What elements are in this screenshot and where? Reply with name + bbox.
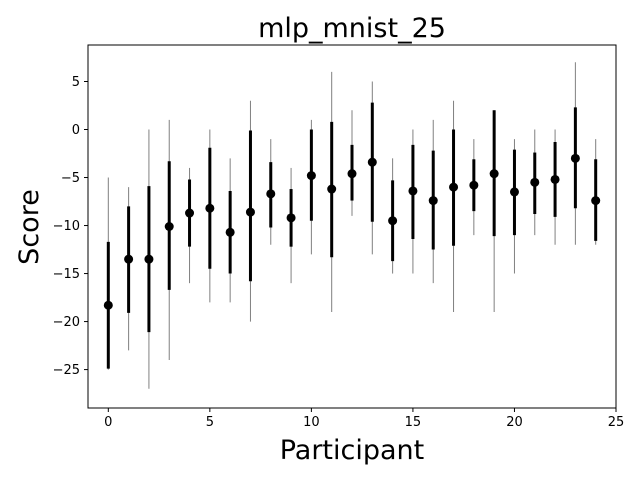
x-tick-label-1: 5 <box>206 415 214 430</box>
mean-point-22 <box>550 174 560 184</box>
x-tick-label-0: 0 <box>104 415 112 430</box>
y-axis-label: Score <box>14 189 45 265</box>
mean-point-24 <box>591 196 601 206</box>
y-tick-label-3: −10 <box>53 219 80 234</box>
mean-point-14 <box>388 216 398 226</box>
mean-point-6 <box>225 227 235 237</box>
y-tick-label-6: 5 <box>72 75 80 90</box>
axis-ticks: 0 5 10 15 20 25 −25 −20 −15 −10 −5 0 5 <box>53 75 625 430</box>
x-tick-label-5: 25 <box>608 415 625 430</box>
mean-point-8 <box>266 189 276 199</box>
axes-frame <box>87 44 617 409</box>
x-tick-label-2: 10 <box>303 415 320 430</box>
x-tick-label-4: 20 <box>506 415 523 430</box>
mean-point-18 <box>469 180 479 190</box>
mean-point-20 <box>509 187 519 197</box>
mean-point-4 <box>185 208 195 218</box>
mean-point-9 <box>286 213 296 223</box>
plot-area <box>103 62 601 389</box>
mean-point-23 <box>570 153 580 163</box>
mean-point-0 <box>103 300 113 310</box>
y-tick-label-1: −20 <box>53 315 80 330</box>
chart-title: mlp_mnist_25 <box>258 13 446 44</box>
mean-point-7 <box>245 207 255 217</box>
mean-point-5 <box>205 203 215 213</box>
y-tick-label-5: 0 <box>72 123 80 138</box>
mean-point-16 <box>428 196 438 206</box>
mean-point-19 <box>489 169 499 179</box>
mean-point-2 <box>144 254 154 264</box>
mean-point-10 <box>306 171 316 181</box>
mean-point-15 <box>408 186 418 196</box>
x-axis-label: Participant <box>280 435 425 466</box>
mean-point-3 <box>164 222 174 231</box>
x-tick-label-3: 15 <box>405 415 422 430</box>
mean-point-1 <box>124 254 134 264</box>
y-tick-label-4: −5 <box>61 171 80 186</box>
mean-point-13 <box>367 157 377 167</box>
mean-point-21 <box>530 177 540 187</box>
y-tick-label-2: −15 <box>53 267 80 282</box>
mean-point-17 <box>449 182 459 192</box>
mean-point-11 <box>327 184 337 194</box>
y-tick-label-0: −25 <box>53 363 80 378</box>
mean-point-12 <box>347 169 357 179</box>
